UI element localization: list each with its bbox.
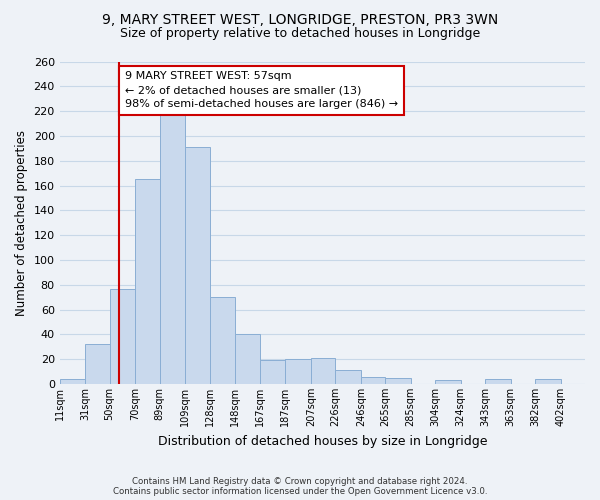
Bar [260, 360, 285, 384]
Bar [110, 288, 135, 384]
Bar [85, 344, 110, 384]
Bar [59, 379, 85, 384]
Bar [361, 376, 385, 384]
Bar [311, 358, 335, 384]
Bar [535, 379, 560, 384]
Bar [285, 359, 311, 384]
X-axis label: Distribution of detached houses by size in Longridge: Distribution of detached houses by size … [158, 434, 487, 448]
Bar [385, 378, 411, 384]
Text: Size of property relative to detached houses in Longridge: Size of property relative to detached ho… [120, 28, 480, 40]
Bar [335, 370, 361, 384]
Bar [235, 334, 260, 384]
Y-axis label: Number of detached properties: Number of detached properties [15, 130, 28, 316]
Bar [160, 114, 185, 384]
Text: Contains HM Land Registry data © Crown copyright and database right 2024.
Contai: Contains HM Land Registry data © Crown c… [113, 476, 487, 496]
Bar [135, 180, 160, 384]
Text: 9 MARY STREET WEST: 57sqm
← 2% of detached houses are smaller (13)
98% of semi-d: 9 MARY STREET WEST: 57sqm ← 2% of detach… [125, 72, 398, 110]
Bar [209, 297, 235, 384]
Bar [485, 379, 511, 384]
Bar [185, 147, 209, 384]
Bar [435, 380, 461, 384]
Text: 9, MARY STREET WEST, LONGRIDGE, PRESTON, PR3 3WN: 9, MARY STREET WEST, LONGRIDGE, PRESTON,… [102, 12, 498, 26]
